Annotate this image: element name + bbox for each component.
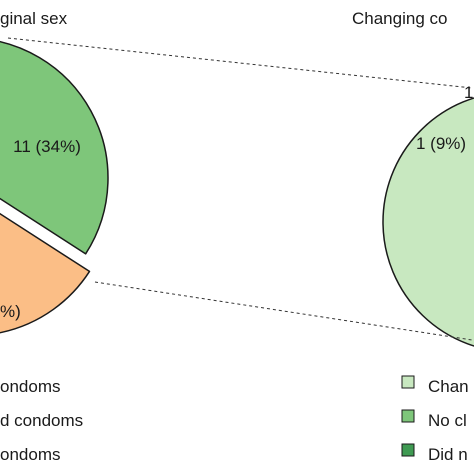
- right-pie-chart: [382, 97, 474, 347]
- legend-swatch-dark-green: [401, 443, 415, 457]
- right-legend: Chan No cl Did n: [401, 375, 469, 464]
- left-legend-item-2: d condoms: [0, 411, 83, 430]
- right-legend-item-1: Chan: [428, 377, 469, 396]
- right-slice-label-dark: 1: [464, 83, 473, 102]
- slice-green-34pct: [0, 41, 109, 255]
- slice-peach-exploded: [0, 212, 91, 334]
- left-slice-label-peach: %): [0, 302, 21, 321]
- left-pie-chart: [0, 41, 109, 334]
- left-legend-item-1: ondoms: [0, 377, 60, 396]
- connector-top: [7, 37, 473, 89]
- legend-swatch-light-green: [401, 375, 415, 389]
- slice-light-green: [382, 97, 474, 347]
- right-slice-label-mid: 1 (9%): [416, 134, 466, 153]
- left-chart-title: ginal sex: [0, 9, 68, 28]
- right-legend-item-2: No cl: [428, 411, 467, 430]
- legend-swatch-mid-green: [401, 409, 415, 423]
- right-chart-title: Changing co: [352, 9, 447, 28]
- left-legend: ondoms d condoms ondoms: [0, 377, 83, 464]
- right-legend-item-3: Did n: [428, 445, 468, 464]
- left-slice-label-green: 11 (34%): [13, 137, 81, 156]
- left-legend-item-3: ondoms: [0, 445, 60, 464]
